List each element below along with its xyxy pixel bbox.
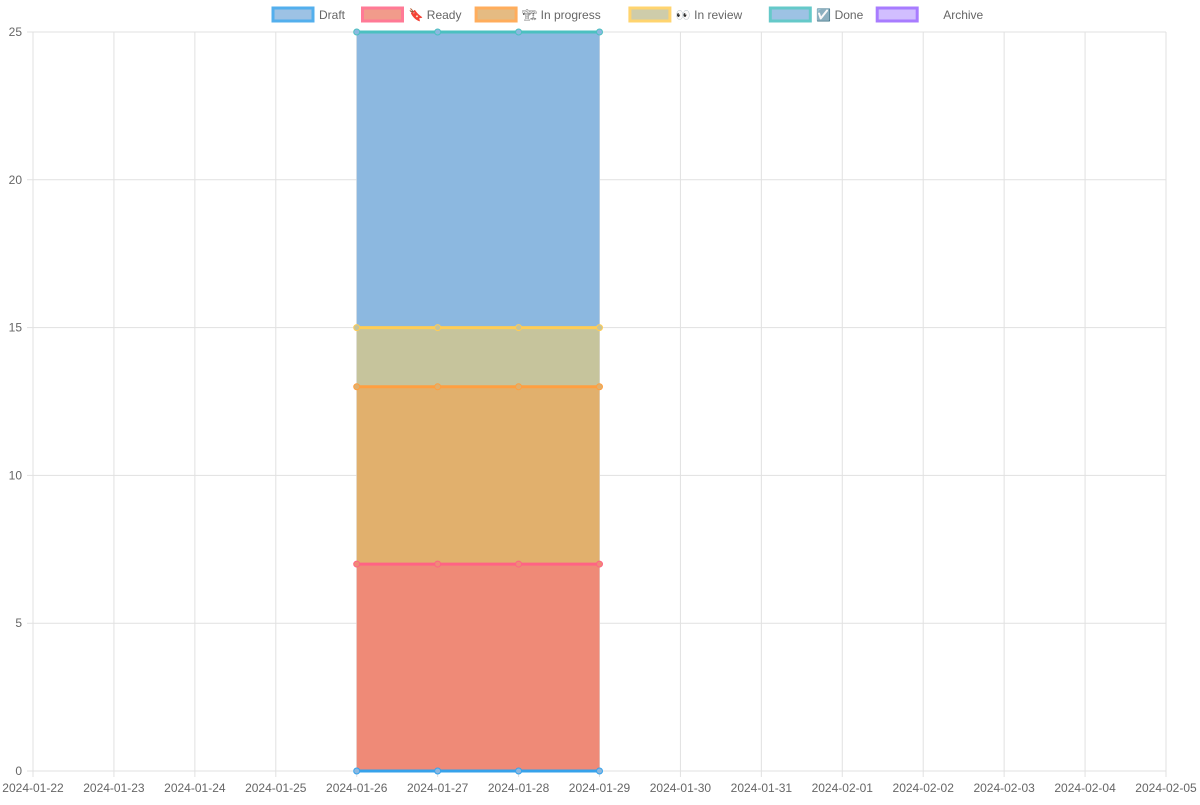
x-tick-label: 2024-01-30 bbox=[650, 781, 712, 795]
y-tick-label: 5 bbox=[15, 616, 22, 630]
point-in-review bbox=[596, 324, 603, 332]
legend-item-archive[interactable]: Archive bbox=[875, 6, 984, 23]
legend-label: 🔖 Ready bbox=[409, 8, 462, 22]
point-draft bbox=[353, 767, 361, 775]
legend-swatch bbox=[361, 6, 404, 23]
legend-swatch bbox=[271, 6, 315, 23]
point-ready bbox=[353, 560, 361, 568]
legend-label: ☑️ Done bbox=[816, 8, 863, 22]
point-done bbox=[434, 28, 442, 36]
legend-swatch bbox=[875, 6, 919, 23]
x-tick-label: 2024-02-02 bbox=[893, 781, 955, 795]
series-lines bbox=[356, 30, 600, 773]
y-tick-label: 25 bbox=[9, 25, 23, 39]
legend-item-done[interactable]: ☑️ Done bbox=[768, 6, 864, 23]
y-tick-label: 15 bbox=[9, 321, 23, 335]
area-ready bbox=[356, 564, 600, 771]
x-tick-label: 2024-01-22 bbox=[2, 781, 64, 795]
legend-swatch bbox=[628, 6, 672, 23]
data-points bbox=[353, 28, 603, 775]
point-ready bbox=[434, 560, 442, 568]
x-tick-label: 2024-01-24 bbox=[164, 781, 226, 795]
y-tick-label: 20 bbox=[9, 173, 23, 187]
x-tick-label: 2024-01-29 bbox=[569, 781, 631, 795]
legend-label: 👀 In review bbox=[676, 8, 743, 22]
legend-swatch bbox=[768, 6, 812, 23]
point-in-progress bbox=[596, 383, 603, 391]
area-in-review bbox=[356, 327, 600, 387]
legend-item-in-progress[interactable]: 🏗 In progress bbox=[474, 6, 601, 23]
legend[interactable]: Draft 🔖 Ready 🏗 In progress 👀 In review ☑️ D… bbox=[271, 6, 984, 23]
x-tick-label: 2024-01-27 bbox=[407, 781, 469, 795]
x-tick-label: 2024-02-05 bbox=[1135, 781, 1197, 795]
x-tick-label: 2024-02-04 bbox=[1054, 781, 1116, 795]
point-draft bbox=[596, 767, 603, 775]
point-in-progress bbox=[434, 383, 442, 391]
legend-label: Archive bbox=[943, 8, 983, 22]
point-ready bbox=[596, 560, 603, 568]
legend-item-ready[interactable]: 🔖 Ready bbox=[361, 6, 462, 23]
area-done bbox=[356, 32, 600, 328]
legend-label: 🏗 In progress bbox=[522, 8, 601, 22]
area-in-progress bbox=[356, 386, 600, 565]
point-in-progress bbox=[515, 383, 523, 391]
x-tick-label: 2024-02-01 bbox=[812, 781, 874, 795]
legend-swatch bbox=[474, 6, 518, 23]
y-tick-label: 0 bbox=[15, 764, 22, 778]
point-in-review bbox=[353, 324, 361, 332]
point-in-review bbox=[515, 324, 523, 332]
point-draft bbox=[515, 767, 523, 775]
x-tick-label: 2024-01-31 bbox=[731, 781, 793, 795]
x-tick-label: 2024-02-03 bbox=[973, 781, 1035, 795]
x-tick-label: 2024-01-25 bbox=[245, 781, 307, 795]
point-in-progress bbox=[353, 383, 361, 391]
x-tick-label: 2024-01-23 bbox=[83, 781, 145, 795]
axes: 2024-01-22 2024-01-23 2024-01-24 2024-01-25… bbox=[2, 25, 1197, 795]
x-tick-label: 2024-01-28 bbox=[488, 781, 550, 795]
y-tick-label: 10 bbox=[9, 468, 23, 482]
legend-label: Draft bbox=[319, 8, 346, 22]
x-tick-label: 2024-01-26 bbox=[326, 781, 388, 795]
legend-item-in-review[interactable]: 👀 In review bbox=[628, 6, 743, 23]
point-draft bbox=[434, 767, 442, 775]
legend-item-draft[interactable]: Draft bbox=[271, 6, 346, 23]
point-ready bbox=[515, 560, 523, 568]
point-done bbox=[353, 28, 361, 36]
point-done bbox=[596, 28, 603, 36]
point-done bbox=[515, 28, 523, 36]
areas bbox=[356, 32, 600, 771]
point-in-review bbox=[434, 324, 442, 332]
